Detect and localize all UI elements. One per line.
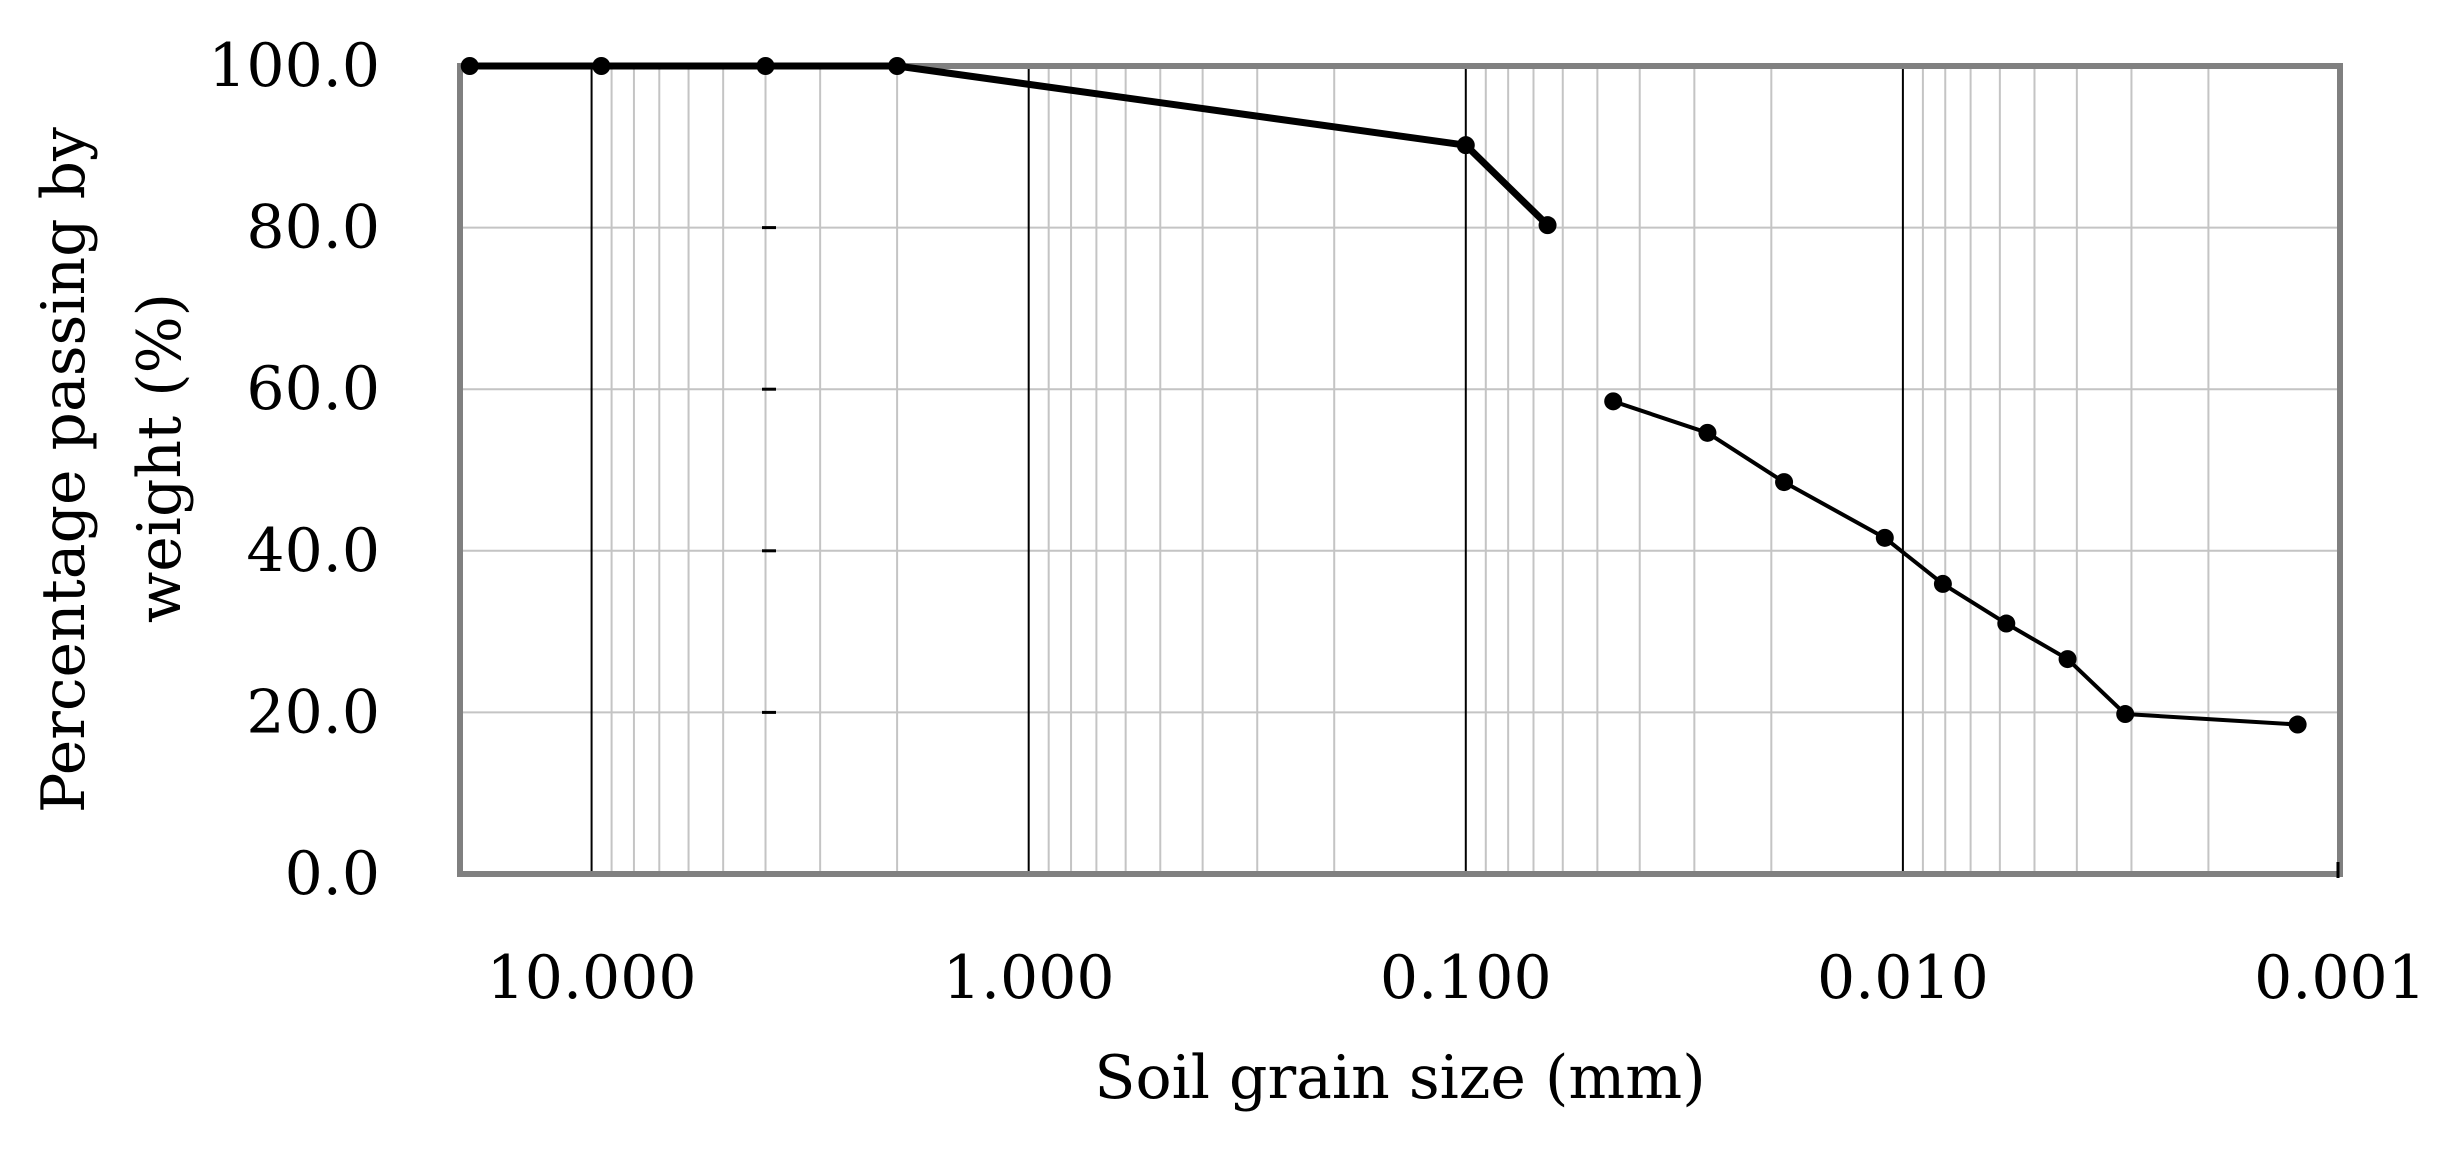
plot-border bbox=[457, 63, 2343, 877]
series-2-point bbox=[1933, 574, 1952, 593]
series-1-point bbox=[1538, 216, 1557, 235]
y-tick-label: 40.0 bbox=[246, 516, 380, 586]
series-2-point bbox=[2288, 715, 2307, 734]
series-2-point bbox=[1997, 614, 2016, 633]
major-gridlines bbox=[590, 66, 1904, 874]
tick-marks bbox=[762, 226, 2340, 878]
series-1-point bbox=[756, 57, 775, 75]
series-2-point bbox=[2058, 650, 2077, 669]
x-tick-label: 0.010 bbox=[1817, 943, 1989, 1013]
x-tick-label: 1.000 bbox=[943, 943, 1115, 1013]
x-tick-label: 0.100 bbox=[1380, 943, 1552, 1013]
grid bbox=[459, 66, 2340, 874]
y-axis-title-line-2: weight (%) bbox=[125, 293, 195, 623]
series-1-point bbox=[1456, 136, 1475, 155]
y-axis-title: Percentage passing by weight (%) bbox=[29, 127, 195, 813]
series-2-point bbox=[1604, 392, 1623, 411]
series-2-point bbox=[1875, 528, 1894, 547]
series-group bbox=[460, 57, 2307, 734]
y-tick-label: 20.0 bbox=[246, 677, 380, 747]
x-tick-label: 10.000 bbox=[487, 943, 697, 1013]
y-tick-label: 100.0 bbox=[208, 31, 380, 101]
series-2-point bbox=[1775, 473, 1794, 492]
y-tick-label: 0.0 bbox=[285, 839, 380, 909]
x-tick-label: 0.001 bbox=[2254, 943, 2426, 1013]
series-2-line bbox=[1612, 399, 2298, 727]
x-tick-labels: 10.000 1.000 0.100 0.010 0.001 bbox=[487, 943, 2426, 1013]
y-tick-label: 60.0 bbox=[246, 354, 380, 424]
series-1-point bbox=[592, 57, 611, 75]
series-1-point bbox=[888, 57, 907, 75]
plot-frame bbox=[457, 63, 2343, 877]
series-1-line bbox=[469, 62, 1551, 228]
series-2-point bbox=[1698, 423, 1717, 442]
series-1-point bbox=[460, 57, 479, 75]
x-axis-title: Soil grain size (mm) bbox=[1094, 1043, 1705, 1113]
y-tick-label: 80.0 bbox=[246, 193, 380, 263]
series-2-point bbox=[2116, 705, 2135, 724]
y-tick-labels: 0.0 20.0 40.0 60.0 80.0 100.0 bbox=[208, 31, 380, 909]
y-axis-title-line-1: Percentage passing by bbox=[29, 127, 99, 813]
